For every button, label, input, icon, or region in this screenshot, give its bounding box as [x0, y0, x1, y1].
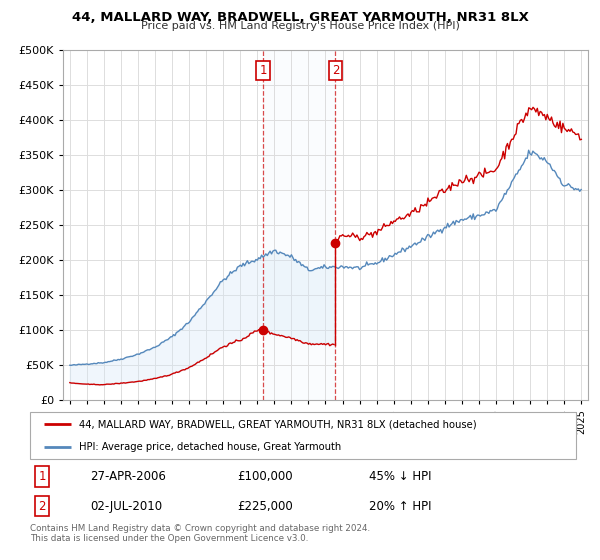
Text: 02-JUL-2010: 02-JUL-2010 [90, 500, 162, 513]
Text: Price paid vs. HM Land Registry's House Price Index (HPI): Price paid vs. HM Land Registry's House … [140, 21, 460, 31]
Text: 45% ↓ HPI: 45% ↓ HPI [368, 470, 431, 483]
Text: £100,000: £100,000 [238, 470, 293, 483]
Text: 2: 2 [332, 64, 339, 77]
Text: 44, MALLARD WAY, BRADWELL, GREAT YARMOUTH, NR31 8LX (detached house): 44, MALLARD WAY, BRADWELL, GREAT YARMOUT… [79, 419, 477, 430]
Text: 1: 1 [38, 470, 46, 483]
Text: 2: 2 [38, 500, 46, 513]
Text: £225,000: £225,000 [238, 500, 293, 513]
Text: 20% ↑ HPI: 20% ↑ HPI [368, 500, 431, 513]
Bar [263, 50, 335, 400]
Text: HPI: Average price, detached house, Great Yarmouth: HPI: Average price, detached house, Grea… [79, 442, 341, 452]
Text: Contains HM Land Registry data © Crown copyright and database right 2024.
This d: Contains HM Land Registry data © Crown c… [30, 524, 370, 543]
Text: 27-APR-2006: 27-APR-2006 [90, 470, 166, 483]
Text: 44, MALLARD WAY, BRADWELL, GREAT YARMOUTH, NR31 8LX: 44, MALLARD WAY, BRADWELL, GREAT YARMOUT… [71, 11, 529, 24]
Text: 1: 1 [259, 64, 267, 77]
FancyBboxPatch shape [30, 412, 576, 459]
